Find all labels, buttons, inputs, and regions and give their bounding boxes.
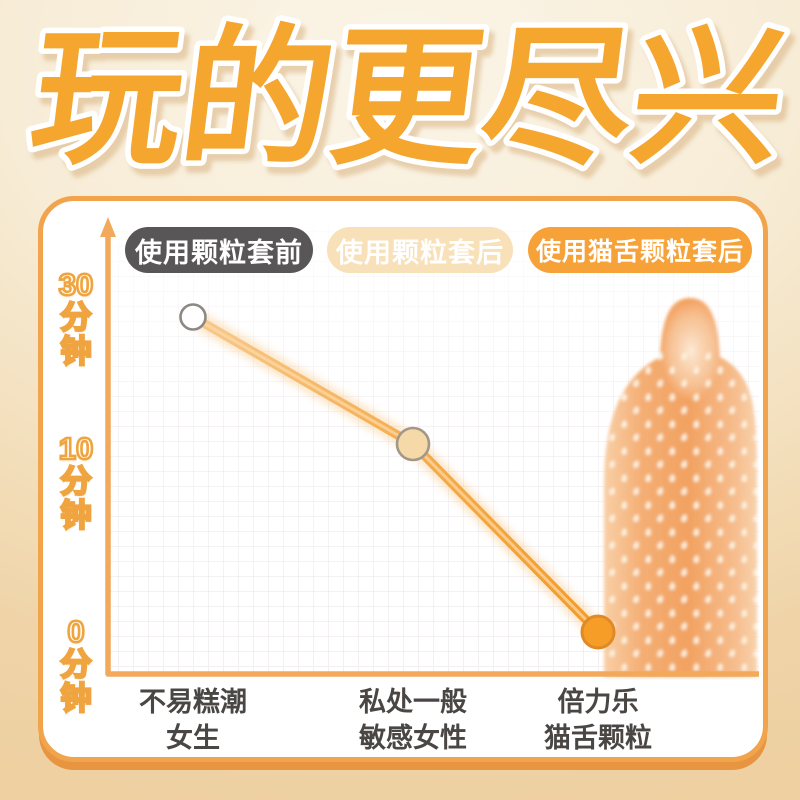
legend-label: 使用颗粒套后 [336,237,504,268]
y-tick-line: 钟 [59,680,93,717]
data-point-before [179,303,207,331]
poster-title: 玩的更尽兴 [17,9,798,187]
x-label-line: 敏感女性 [359,723,467,754]
y-tick-line: 分 [59,300,93,337]
y-tick-10min: 10 分 钟 [47,430,105,534]
legend-label: 使用猫舌颗粒套后 [535,238,744,266]
x-label-line: 不易糕潮 [139,687,247,717]
y-tick-line: 10 [57,430,94,467]
y-tick-line: 钟 [59,497,93,534]
y-tick-line: 分 [59,464,93,501]
data-point-after-granule [395,426,431,462]
legend-pill-before: 使用颗粒套前 [125,227,313,273]
x-label-category-1: 不易糕潮 女生 [103,684,283,757]
condom-granule-texture [604,351,757,677]
x-label-line: 倍力乐 [557,687,639,717]
y-tick-line: 0 [66,613,86,650]
x-label-line: 私处一般 [359,687,467,717]
axes [105,229,759,677]
y-axis-arrow-icon [100,217,116,237]
x-label-category-2: 私处一般 敏感女性 [323,684,503,757]
x-label-category-3: 倍力乐 猫舌颗粒 [508,684,688,757]
y-tick-30min: 30 分 钟 [47,266,105,370]
page-title: 玩的更尽兴 [23,15,793,182]
legend-pill-after-cat-tongue: 使用猫舌颗粒套后 [528,227,752,273]
y-tick-line: 分 [59,647,93,684]
y-tick-0min: 0 分 钟 [47,613,105,717]
legend-pill-after-granule: 使用颗粒套后 [327,227,513,273]
data-point-after-cat-tongue [580,614,616,650]
line-chart [100,217,759,677]
y-tick-line: 钟 [59,333,93,370]
x-label-line: 女生 [166,723,220,754]
textured-condom-illustration [604,298,757,677]
y-tick-line: 30 [57,266,94,303]
x-label-line: 猫舌颗粒 [544,723,652,754]
chart-panel: 使用颗粒套前 使用颗粒套后 使用猫舌颗粒套后 30 分 钟 10 分 钟 0 分… [38,196,768,762]
legend-label: 使用颗粒套前 [135,237,303,268]
chart-legend: 使用颗粒套前 使用颗粒套后 使用猫舌颗粒套后 [43,227,763,273]
